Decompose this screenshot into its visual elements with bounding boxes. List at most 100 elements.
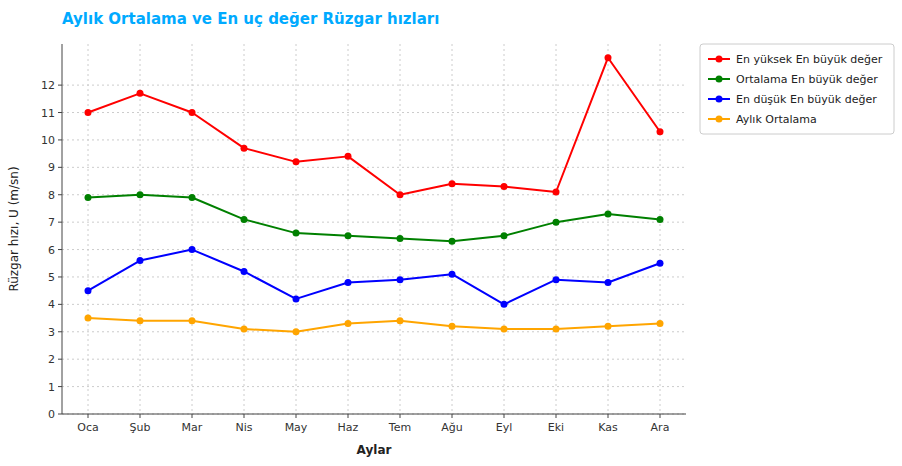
grid-line — [62, 304, 686, 305]
series-line — [88, 250, 660, 305]
grid-line — [504, 44, 505, 414]
point — [189, 317, 196, 324]
y-tick-label: 11 — [41, 107, 55, 120]
legend-label: Aylık Ortalama — [736, 113, 817, 126]
grid-line — [400, 44, 401, 414]
x-tick — [608, 414, 609, 418]
series — [85, 315, 664, 336]
y-tick — [58, 167, 62, 168]
legend-frame — [700, 44, 894, 134]
y-tick-label: 8 — [48, 189, 55, 202]
y-tick — [58, 222, 62, 223]
y-tick-label: 1 — [48, 381, 55, 394]
grid-line — [660, 44, 661, 414]
y-tick-label: 4 — [48, 298, 55, 311]
point — [345, 232, 352, 239]
point — [345, 320, 352, 327]
grid-line — [62, 386, 686, 387]
point — [605, 54, 612, 61]
y-tick-label: 6 — [48, 244, 55, 257]
y-axis-label: Rüzgar hızı, U (m/sn) — [7, 166, 21, 291]
point — [657, 128, 664, 135]
legend-marker — [716, 76, 723, 83]
point — [657, 216, 664, 223]
grid-line — [62, 222, 686, 223]
point — [397, 191, 404, 198]
x-tick — [348, 414, 349, 418]
point — [657, 260, 664, 267]
legend: En yüksek En büyük değerOrtalama En büyü… — [700, 44, 894, 134]
point — [501, 183, 508, 190]
y-tick — [58, 359, 62, 360]
point — [605, 210, 612, 217]
y-tick-label: 9 — [48, 161, 55, 174]
x-tick-label: Mar — [182, 421, 203, 434]
point — [85, 194, 92, 201]
point — [189, 246, 196, 253]
x-tick — [504, 414, 505, 418]
grid-line — [62, 112, 686, 113]
point — [657, 320, 664, 327]
point — [501, 301, 508, 308]
y-tick — [58, 112, 62, 113]
x-tick-label: Tem — [388, 421, 411, 434]
point — [293, 158, 300, 165]
x-tick-label: Oca — [77, 421, 98, 434]
y-tick — [58, 331, 62, 332]
series-line — [88, 195, 660, 242]
grid-line — [244, 44, 245, 414]
grid — [62, 44, 686, 414]
x-tick-label: Nis — [235, 421, 252, 434]
chart: Aylık Ortalama ve En uç değer Rüzgar hız… — [0, 0, 902, 466]
grid-line — [88, 44, 89, 414]
point — [449, 323, 456, 330]
x-tick-label: Eki — [548, 421, 564, 434]
x-tick — [452, 414, 453, 418]
point — [241, 216, 248, 223]
point — [449, 238, 456, 245]
point — [397, 276, 404, 283]
y-tick — [58, 276, 62, 277]
point — [553, 189, 560, 196]
grid-line — [62, 331, 686, 332]
grid-line — [608, 44, 609, 414]
point — [137, 257, 144, 264]
series-line — [88, 58, 660, 195]
point — [293, 295, 300, 302]
y-tick — [58, 194, 62, 195]
point — [397, 317, 404, 324]
x-tick — [244, 414, 245, 418]
x-axis-label: Aylar — [357, 443, 392, 457]
point — [449, 180, 456, 187]
x-tick-label: May — [285, 421, 308, 434]
y-tick-label: 2 — [48, 353, 55, 366]
point — [85, 109, 92, 116]
x-tick — [556, 414, 557, 418]
legend-marker — [716, 116, 723, 123]
series — [85, 246, 664, 308]
grid-line — [62, 139, 686, 140]
x-tick-label: Şub — [130, 421, 151, 434]
point — [397, 235, 404, 242]
point — [449, 271, 456, 278]
point — [293, 328, 300, 335]
x-tick — [88, 414, 89, 418]
legend-marker — [716, 56, 723, 63]
x-tick — [660, 414, 661, 418]
legend-label: En yüksek En büyük değer — [736, 53, 883, 66]
x-tick — [400, 414, 401, 418]
point — [553, 326, 560, 333]
series-line — [88, 318, 660, 332]
y-tick — [58, 139, 62, 140]
y-tick — [58, 249, 62, 250]
x-tick — [140, 414, 141, 418]
x-tick-label: Kas — [598, 421, 618, 434]
y-tick-label: 10 — [41, 134, 55, 147]
grid-line — [62, 414, 686, 415]
point — [137, 191, 144, 198]
point — [605, 323, 612, 330]
x-tick-label: Eyl — [496, 421, 513, 434]
series — [85, 191, 664, 245]
y-tick-label: 3 — [48, 326, 55, 339]
legend-label: En düşük En büyük değer — [736, 93, 877, 106]
